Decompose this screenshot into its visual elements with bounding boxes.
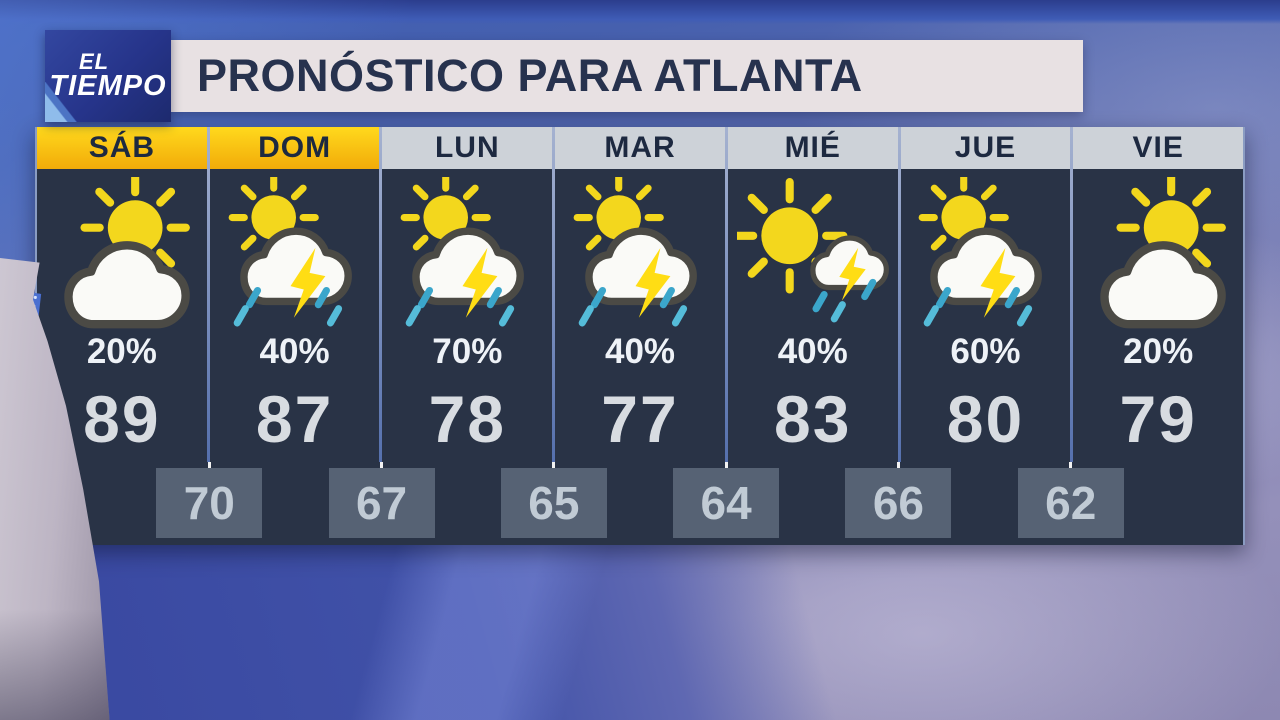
logo-accent-triangle	[45, 82, 91, 122]
presenter-jacket	[0, 258, 110, 720]
high-temp: 78	[428, 381, 506, 456]
precip-chance: 20%	[1123, 332, 1194, 371]
low-temp: 65	[528, 477, 580, 529]
low-temp: 67	[355, 477, 408, 529]
high-temp: 79	[1119, 381, 1197, 456]
forecast-column: LUN 70% 78	[382, 127, 553, 462]
forecast-column: JUE 60% 80	[900, 127, 1071, 462]
partly-cloudy-icon	[46, 172, 198, 329]
forecast-cell: 60% 80	[900, 169, 1071, 462]
forecast-column: MAR 40% 77	[555, 127, 725, 462]
high-temp: 89	[83, 381, 161, 456]
low-temps-row: 70 67 65 64 66 62	[37, 462, 1243, 545]
forecast-cell: 70% 78	[382, 169, 553, 462]
day-label: MAR	[555, 127, 725, 169]
low-temp: 64	[700, 477, 752, 529]
forecast-column: MIÉ 40% 83	[727, 127, 898, 462]
forecast-column: SÁB 20% 89	[37, 127, 207, 462]
headline-bar: PRONÓSTICO PARA ATLANTA	[171, 40, 1083, 112]
day-label: JUE	[900, 127, 1071, 169]
day-label: VIE	[1073, 127, 1244, 169]
precip-chance: 40%	[777, 332, 848, 371]
day-label: DOM	[209, 127, 380, 169]
low-temp-box: 67	[328, 468, 435, 538]
precip-chance: 60%	[950, 332, 1021, 371]
high-temp: 80	[946, 381, 1025, 456]
day-label: MIÉ	[727, 127, 898, 169]
sky-top-band	[0, 0, 1280, 24]
day-label: SÁB	[37, 127, 207, 169]
precip-chance: 20%	[86, 332, 157, 371]
forecast-cell: 20% 79	[1073, 169, 1244, 462]
high-temp: 77	[601, 381, 679, 456]
el-tiempo-logo: EL TIEMPO	[45, 30, 171, 122]
thunderstorm-icon	[909, 172, 1061, 329]
low-temp-box: 65	[500, 468, 607, 538]
forecast-columns: SÁB 20% 89 DOM 40% 87 LUN 70% 78 MAR 40% 77 MIÉ 40% 83…	[37, 127, 1244, 462]
forecast-cell: 40% 77	[555, 169, 725, 462]
bottom-blue-band	[0, 540, 1280, 720]
low-temp: 62	[1045, 477, 1097, 529]
low-temp-box: 70	[156, 468, 263, 538]
low-temp: 70	[183, 477, 235, 529]
partly-cloudy-icon	[1082, 172, 1234, 329]
sun-thunderstorm-icon	[731, 177, 889, 329]
low-temp: 66	[872, 477, 924, 529]
forecast-column: DOM 40% 87	[209, 127, 380, 462]
thunderstorm-icon	[391, 172, 543, 329]
forecast-cell: 40% 87	[209, 169, 380, 462]
high-temp: 87	[255, 381, 334, 456]
precip-chance: 70%	[432, 332, 503, 371]
forecast-cell: 40% 83	[727, 169, 898, 462]
weather-presenter	[0, 258, 132, 720]
precip-chance: 40%	[604, 332, 676, 371]
low-temp-box: 62	[1017, 468, 1124, 538]
thunderstorm-icon	[564, 172, 716, 329]
thunderstorm-icon	[219, 172, 371, 329]
high-temp: 83	[774, 381, 852, 456]
low-temp-box: 64	[673, 468, 780, 538]
low-temp-box: 66	[845, 468, 952, 538]
precip-chance: 40%	[259, 332, 330, 371]
headline-text: PRONÓSTICO PARA ATLANTA	[197, 50, 863, 101]
logo-line1: EL	[78, 49, 110, 74]
forecast-column: VIE 20% 79	[1073, 127, 1244, 462]
forecast-panel: SÁB 20% 89 DOM 40% 87 LUN 70% 78 MAR 40% 77 MIÉ 40% 83…	[35, 127, 1245, 545]
day-label: LUN	[382, 127, 553, 169]
